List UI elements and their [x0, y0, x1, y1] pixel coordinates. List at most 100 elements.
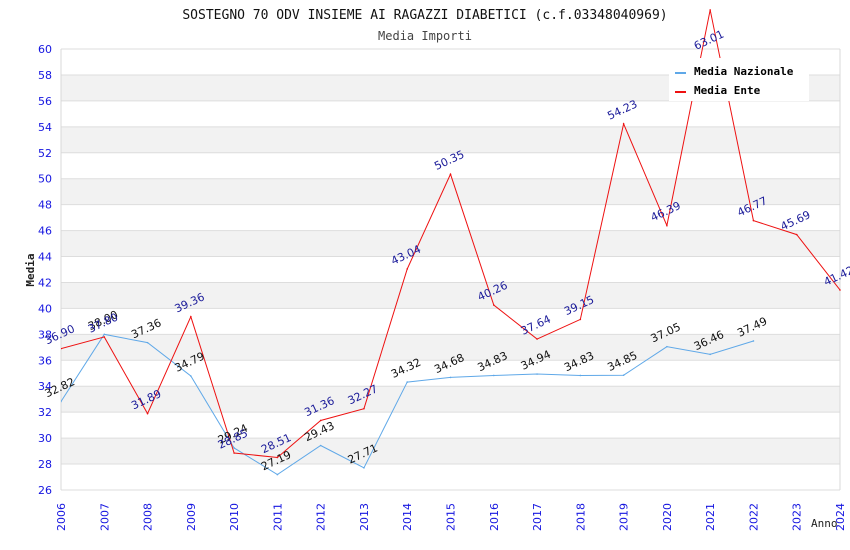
- data-point-media-nazionale: [622, 374, 625, 377]
- y-tick-label: 38: [38, 328, 52, 341]
- data-point-media-nazionale: [536, 373, 538, 375]
- x-tick-label: 2008: [142, 503, 155, 531]
- x-tick-label: 2011: [271, 503, 284, 531]
- y-axis-label: Media: [24, 253, 37, 286]
- y-tick-label: 46: [38, 225, 52, 238]
- grid-band: [61, 464, 840, 490]
- data-point-media-nazionale: [579, 374, 582, 377]
- data-point-media-ente: [276, 456, 279, 459]
- x-tick-label: 2021: [704, 503, 717, 531]
- data-point-media-ente: [319, 419, 322, 422]
- data-point-media-nazionale: [233, 447, 235, 449]
- x-tick-label: 2013: [358, 503, 371, 531]
- y-tick-label: 54: [38, 121, 52, 134]
- data-point-media-ente: [752, 219, 755, 222]
- data-point-media-ente: [449, 173, 452, 175]
- data-point-media-ente: [579, 318, 582, 321]
- data-point-media-ente: [363, 407, 365, 410]
- data-point-media-nazionale: [752, 340, 755, 342]
- x-tick-label: 2020: [661, 503, 674, 531]
- legend-swatch-media-ente: [675, 91, 686, 93]
- grid-band: [61, 334, 840, 361]
- data-point-media-ente: [666, 224, 668, 227]
- y-tick-label: 52: [38, 147, 52, 160]
- data-point-media-nazionale: [363, 467, 365, 469]
- data-point-media-ente: [233, 452, 235, 454]
- y-tick-label: 40: [38, 302, 52, 315]
- data-point-media-ente: [492, 304, 495, 306]
- data-point-media-ente: [795, 233, 798, 236]
- legend-box: [669, 58, 809, 101]
- grid-band: [61, 438, 840, 465]
- y-tick-label: 34: [38, 380, 52, 393]
- data-point-media-ente: [709, 9, 711, 11]
- x-tick-label: 2010: [228, 503, 241, 531]
- x-tick-label: 2017: [531, 503, 544, 531]
- data-point-media-ente: [61, 347, 62, 350]
- data-point-media-nazionale: [319, 444, 322, 447]
- data-point-media-nazionale: [190, 375, 192, 377]
- grid-band: [61, 178, 840, 205]
- y-axis-ticks: 26 28 30 32 34 36 38 40 42 44 46 48 50 52 54 56 58 60: [38, 43, 52, 497]
- y-tick-label: 58: [38, 69, 52, 82]
- grid-band: [61, 386, 840, 413]
- data-point-media-ente: [406, 268, 409, 270]
- x-tick-label: 2024: [834, 503, 847, 531]
- x-tick-label: 2022: [747, 503, 760, 531]
- grid-band: [61, 204, 840, 231]
- grid-band: [61, 126, 840, 153]
- y-tick-label: 28: [38, 458, 52, 471]
- legend-label-media-ente: Media Ente: [694, 84, 761, 97]
- data-point-media-nazionale: [406, 381, 409, 383]
- x-tick-label: 2014: [401, 503, 414, 531]
- y-tick-label: 30: [38, 432, 52, 445]
- x-tick-label: 2016: [488, 503, 501, 531]
- grid-band: [61, 100, 840, 127]
- y-tick-label: 50: [38, 173, 52, 186]
- grid-bands: [61, 49, 840, 490]
- x-tick-label: 2015: [445, 503, 458, 531]
- grid-band: [61, 308, 840, 335]
- x-tick-label: 2009: [185, 503, 198, 531]
- data-point-media-nazionale: [492, 374, 495, 377]
- data-point-media-ente: [103, 336, 106, 338]
- x-tick-label: 2023: [791, 503, 804, 531]
- data-point-media-nazionale: [709, 353, 711, 356]
- legend-swatch-media-nazionale: [675, 72, 686, 74]
- y-tick-label: 26: [38, 484, 52, 497]
- y-tick-label: 32: [38, 406, 52, 419]
- grid-band: [61, 360, 840, 387]
- data-point-media-ente: [146, 412, 149, 415]
- data-point-media-nazionale: [276, 473, 279, 476]
- series-group: [61, 9, 841, 476]
- chart-title: SOSTEGNO 70 ODV INSIEME AI RAGAZZI DIABE…: [182, 8, 667, 23]
- legend-label-media-nazionale: Media Nazionale: [694, 65, 794, 78]
- grid-band: [61, 256, 840, 283]
- x-tick-label: 2012: [315, 503, 328, 531]
- y-tick-label: 42: [38, 276, 52, 289]
- x-axis-label: Anno: [811, 517, 838, 530]
- x-axis-ticks: 2006 2007 2008 2009 2010 2011 2012 2013 2014 2015…: [55, 503, 847, 531]
- data-point-media-ente: [622, 123, 625, 125]
- y-tick-label: 56: [38, 95, 52, 108]
- data-point-media-ente: [190, 315, 192, 318]
- y-tick-label: 48: [38, 199, 52, 212]
- x-tick-label: 2019: [618, 503, 631, 531]
- data-point-media-ente: [536, 338, 538, 340]
- data-point-media-nazionale: [666, 345, 668, 348]
- y-tick-label: 44: [38, 251, 52, 264]
- y-tick-label: 60: [38, 43, 52, 56]
- grid-band: [61, 282, 840, 309]
- x-tick-label: 2006: [55, 503, 68, 531]
- y-tick-label: 36: [38, 354, 52, 367]
- chart-subtitle: Media Importi: [378, 29, 472, 43]
- data-point-media-nazionale: [449, 376, 452, 379]
- grid-band: [61, 412, 840, 439]
- data-point-media-ente: [839, 289, 841, 291]
- x-tick-label: 2018: [574, 503, 587, 531]
- data-point-media-nazionale: [61, 400, 62, 403]
- data-point-media-nazionale: [103, 333, 106, 336]
- legend: Media Nazionale Media Ente: [669, 58, 809, 101]
- data-point-media-nazionale: [146, 341, 149, 344]
